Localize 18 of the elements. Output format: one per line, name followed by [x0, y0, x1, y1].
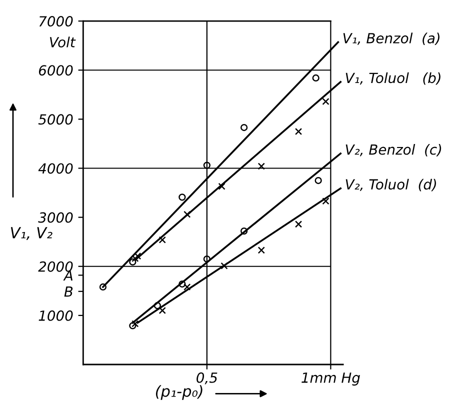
x-axis-title: (p₁-p₀): [156, 385, 202, 400]
y-tick-label: 6000: [38, 65, 73, 76]
y-tick-label: B: [64, 286, 73, 297]
x-tick-label: 1mm Hg: [302, 372, 360, 386]
y-tick-label: 1000: [38, 310, 73, 321]
y-tick-label: 7000: [39, 16, 73, 27]
y-axis-title: V₁, V₂: [10, 227, 52, 240]
series-label: V₁, Benzol (a): [343, 32, 440, 46]
y-tick-label: 3000: [38, 212, 73, 223]
series-label: V₂, Toluol (d): [346, 178, 436, 192]
y-tick-label: 5000: [38, 114, 73, 125]
y-tick-label: A: [63, 270, 72, 280]
text: Volt: [50, 36, 76, 48]
series-label: V₁, Toluol (b): [346, 72, 440, 85]
y-tick-label: 2000: [38, 261, 73, 272]
series-label: V₂, Benzol (c): [346, 144, 442, 156]
x-tick-label: 0,5: [196, 372, 218, 384]
y-tick-label: 4000: [38, 163, 73, 174]
